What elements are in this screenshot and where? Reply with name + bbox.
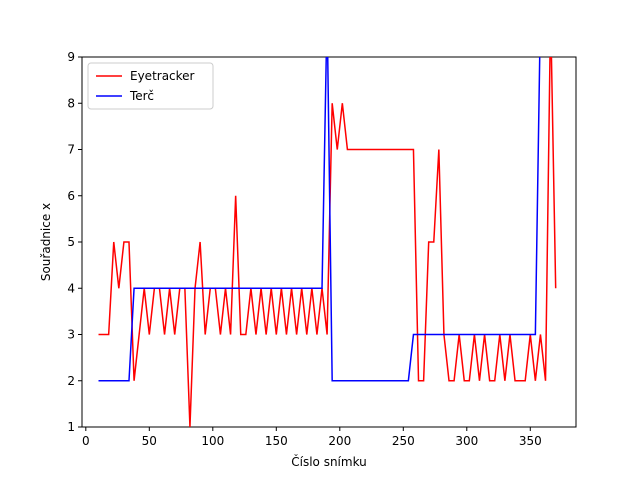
y-tick-label: 4 xyxy=(67,281,75,295)
y-tick-label: 6 xyxy=(67,189,75,203)
y-tick-label: 8 xyxy=(67,96,75,110)
y-axis-label: Souřadnice x xyxy=(39,203,53,281)
legend-label: Terč xyxy=(129,89,154,103)
x-tick-label: 0 xyxy=(82,434,90,448)
legend-box xyxy=(87,62,214,110)
y-tick-label: 9 xyxy=(67,50,75,64)
legend-label: Eyetracker xyxy=(130,69,195,83)
series-line xyxy=(98,57,541,382)
series-line xyxy=(98,57,557,427)
x-tick-label: 350 xyxy=(519,434,542,448)
x-tick-label: 200 xyxy=(328,434,351,448)
x-tick-label: 100 xyxy=(201,434,224,448)
y-tick-label: 2 xyxy=(67,374,75,388)
x-tick-label: 300 xyxy=(455,434,478,448)
x-tick-label: 250 xyxy=(392,434,415,448)
x-tick-label: 150 xyxy=(265,434,288,448)
y-tick-label: 1 xyxy=(67,420,75,434)
plot-lines xyxy=(98,57,557,427)
y-tick-label: 7 xyxy=(67,143,75,157)
x-tick-label: 50 xyxy=(142,434,157,448)
x-axis-label: Číslo snímku xyxy=(291,454,367,469)
y-tick-label: 3 xyxy=(67,328,75,342)
y-tick-label: 5 xyxy=(67,235,75,249)
